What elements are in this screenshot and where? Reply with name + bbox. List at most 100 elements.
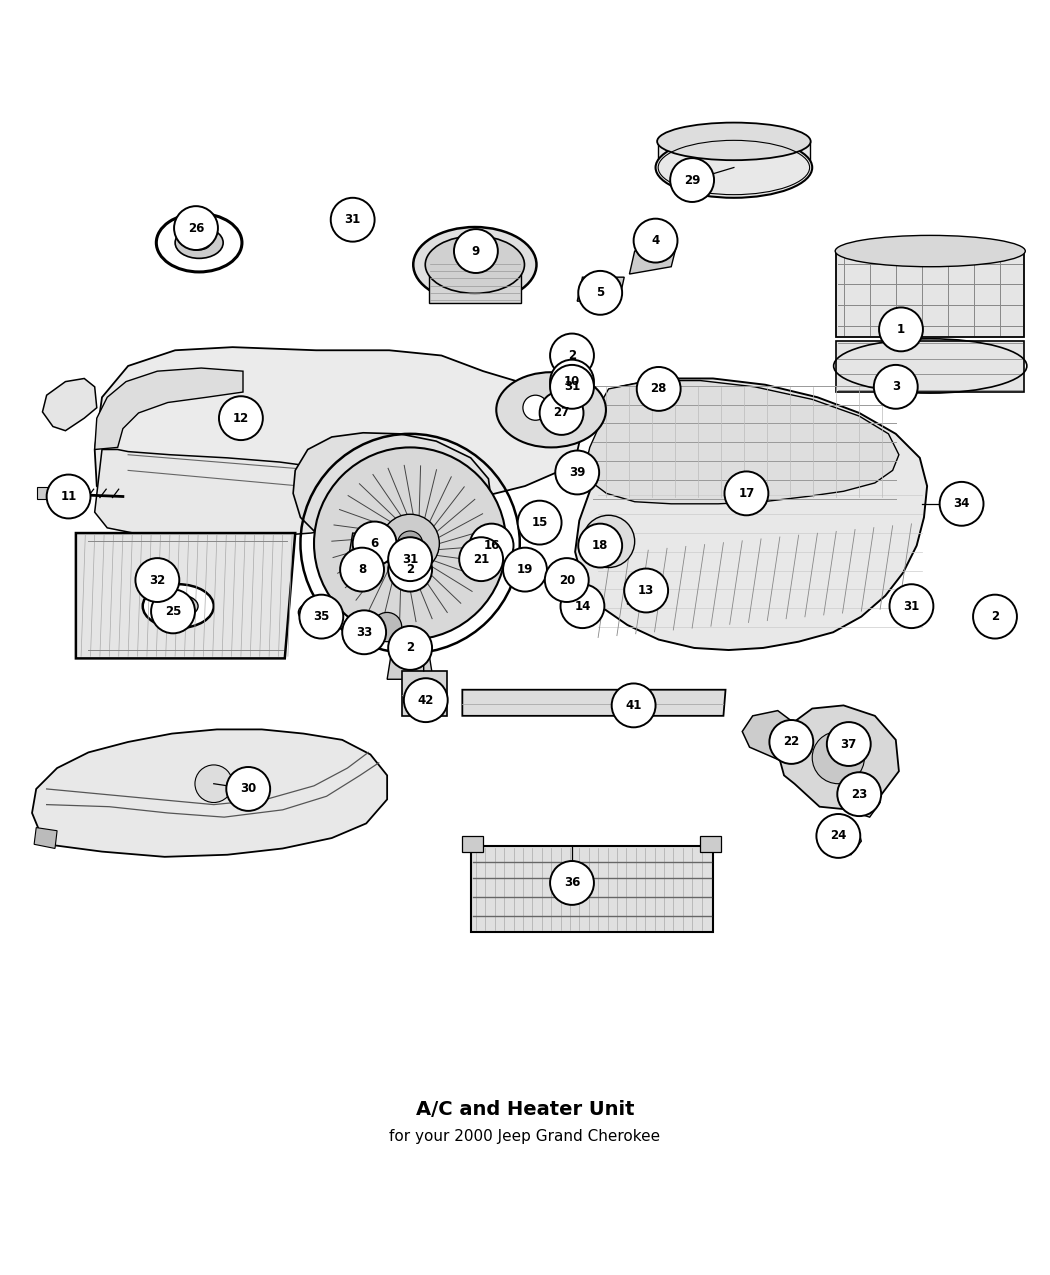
Text: 31: 31 <box>903 599 920 613</box>
Circle shape <box>624 569 668 612</box>
Text: 41: 41 <box>626 699 642 711</box>
Text: 12: 12 <box>233 412 249 425</box>
Circle shape <box>388 537 432 581</box>
Polygon shape <box>350 533 384 556</box>
Ellipse shape <box>156 213 242 272</box>
Polygon shape <box>462 836 483 852</box>
Polygon shape <box>575 379 927 650</box>
Circle shape <box>545 558 589 602</box>
Ellipse shape <box>159 594 198 617</box>
Ellipse shape <box>188 236 211 250</box>
Polygon shape <box>836 251 1024 337</box>
Polygon shape <box>398 645 423 663</box>
Text: 31: 31 <box>344 213 361 226</box>
Text: 21: 21 <box>472 552 489 566</box>
Circle shape <box>636 367 680 411</box>
Circle shape <box>561 584 605 629</box>
Polygon shape <box>846 782 880 817</box>
Circle shape <box>555 450 600 495</box>
Circle shape <box>724 472 769 515</box>
Circle shape <box>151 589 195 634</box>
Text: 1: 1 <box>897 323 905 335</box>
Circle shape <box>503 548 547 592</box>
Circle shape <box>540 391 584 435</box>
Text: 26: 26 <box>188 222 204 235</box>
Polygon shape <box>94 450 387 538</box>
Text: 32: 32 <box>149 574 166 586</box>
Circle shape <box>874 365 918 409</box>
Polygon shape <box>512 560 538 581</box>
Polygon shape <box>742 710 797 761</box>
Text: 3: 3 <box>891 380 900 393</box>
Text: 18: 18 <box>592 539 608 552</box>
Polygon shape <box>627 585 658 608</box>
Polygon shape <box>428 264 521 303</box>
Circle shape <box>398 530 423 556</box>
Circle shape <box>404 678 447 722</box>
Text: 14: 14 <box>574 599 591 613</box>
Polygon shape <box>76 533 295 658</box>
Polygon shape <box>700 836 721 852</box>
Text: 35: 35 <box>313 611 330 623</box>
Circle shape <box>174 207 218 250</box>
Polygon shape <box>629 246 676 274</box>
Circle shape <box>550 360 594 404</box>
Circle shape <box>373 612 402 641</box>
Circle shape <box>550 861 594 905</box>
Circle shape <box>340 548 384 592</box>
Text: for your 2000 Jeep Grand Cherokee: for your 2000 Jeep Grand Cherokee <box>390 1130 660 1144</box>
Polygon shape <box>836 340 1024 391</box>
Ellipse shape <box>175 227 224 259</box>
Text: 34: 34 <box>953 497 970 510</box>
Circle shape <box>973 594 1017 639</box>
Polygon shape <box>387 653 433 680</box>
Text: 27: 27 <box>553 407 570 419</box>
Text: 19: 19 <box>517 564 533 576</box>
Text: 39: 39 <box>569 465 586 479</box>
Circle shape <box>554 403 569 417</box>
Text: 4: 4 <box>651 235 659 247</box>
Polygon shape <box>983 613 1008 632</box>
Text: 37: 37 <box>841 737 857 751</box>
Circle shape <box>596 529 622 553</box>
Ellipse shape <box>143 584 214 629</box>
Text: 15: 15 <box>531 516 548 529</box>
Text: 10: 10 <box>564 375 580 388</box>
Circle shape <box>342 611 386 654</box>
Circle shape <box>940 482 984 525</box>
Polygon shape <box>657 142 811 172</box>
Circle shape <box>583 515 634 567</box>
Polygon shape <box>401 555 420 574</box>
Circle shape <box>388 626 432 669</box>
Polygon shape <box>42 379 97 431</box>
Circle shape <box>550 334 594 377</box>
Text: 25: 25 <box>165 604 182 618</box>
Text: 33: 33 <box>356 626 373 639</box>
Polygon shape <box>94 368 243 450</box>
Circle shape <box>314 448 506 640</box>
Text: 2: 2 <box>406 641 414 654</box>
Polygon shape <box>481 543 504 562</box>
Circle shape <box>195 765 232 802</box>
Circle shape <box>837 773 881 816</box>
Text: 29: 29 <box>684 173 700 186</box>
Text: A/C and Heater Unit: A/C and Heater Unit <box>416 1100 634 1119</box>
Text: 2: 2 <box>568 349 576 362</box>
Ellipse shape <box>657 122 811 161</box>
Circle shape <box>770 720 814 764</box>
Circle shape <box>46 474 90 519</box>
Text: 31: 31 <box>564 380 580 393</box>
Polygon shape <box>343 617 387 646</box>
Text: 9: 9 <box>471 245 480 258</box>
Text: 2: 2 <box>991 611 999 623</box>
Text: 20: 20 <box>559 574 575 586</box>
Circle shape <box>459 537 503 581</box>
Text: 31: 31 <box>402 552 418 566</box>
Circle shape <box>454 230 498 273</box>
Circle shape <box>523 395 548 421</box>
Polygon shape <box>350 557 379 579</box>
Circle shape <box>550 365 594 409</box>
Polygon shape <box>37 487 52 499</box>
Polygon shape <box>586 380 899 504</box>
Polygon shape <box>560 354 585 374</box>
